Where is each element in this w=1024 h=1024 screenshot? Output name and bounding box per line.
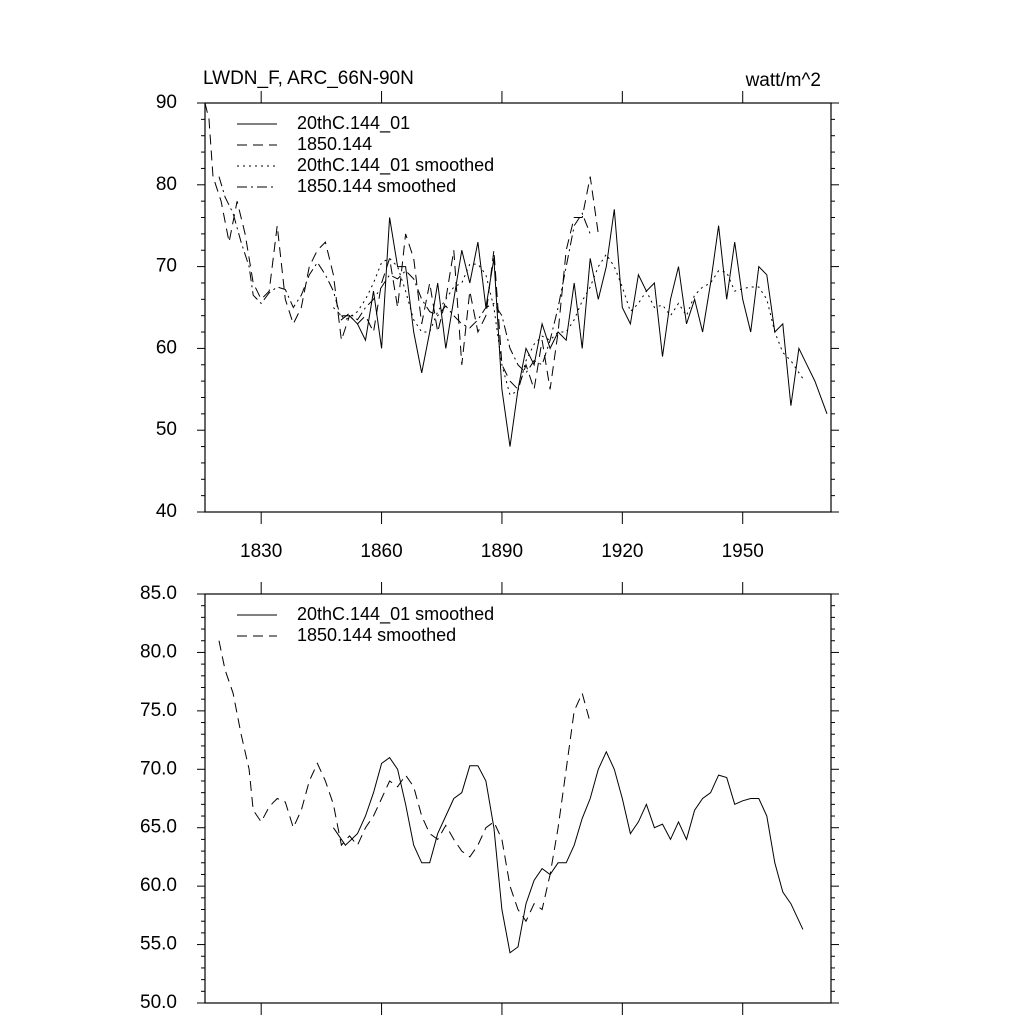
y-tick-label: 80: [156, 174, 177, 195]
chart-title: LWDN_F, ARC_66N-90N: [203, 68, 414, 89]
y-tick-label: 50: [156, 419, 177, 440]
series-line: [333, 253, 804, 396]
x-tick-label: 1920: [601, 541, 643, 562]
plot-frame: [204, 593, 832, 1004]
y-tick-label: 80.0: [140, 641, 177, 662]
legend-label: 20thC.144_01 smoothed: [297, 155, 494, 176]
x-tick-label: 1890: [481, 541, 523, 562]
legend-label: 1850.144 smoothed: [297, 625, 456, 645]
y-tick-label: 75.0: [140, 700, 177, 721]
y-tick-label: 90: [156, 92, 177, 113]
y-tick-label: 50.0: [140, 992, 177, 1013]
legend-label: 20thC.144_01: [297, 113, 410, 134]
series-line: [341, 209, 828, 447]
y-tick-label: 85.0: [140, 583, 177, 604]
series-line: [332, 750, 804, 954]
series-line: [218, 640, 591, 923]
y-tick-label: 60: [156, 337, 177, 358]
legend-label: 1850.144 smoothed: [297, 176, 456, 196]
y-tick-label: 70.0: [140, 758, 177, 779]
series-line: [218, 176, 591, 374]
y-tick-label: 65.0: [140, 817, 177, 838]
x-tick-label: 1830: [240, 541, 282, 562]
plot-frame: [204, 102, 832, 513]
legend-label: 1850.144: [297, 134, 372, 154]
y-tick-label: 60.0: [140, 875, 177, 896]
x-tick-label: 1950: [722, 541, 764, 562]
y-tick-label: 40: [156, 501, 177, 522]
y-tick-label: 70: [156, 256, 177, 277]
series-line: [204, 102, 599, 391]
y-tick-label: 55.0: [140, 934, 177, 955]
x-tick-label: 1860: [360, 541, 402, 562]
legend-label: 20thC.144_01 smoothed: [297, 604, 494, 625]
units-label: watt/m^2: [745, 70, 821, 91]
